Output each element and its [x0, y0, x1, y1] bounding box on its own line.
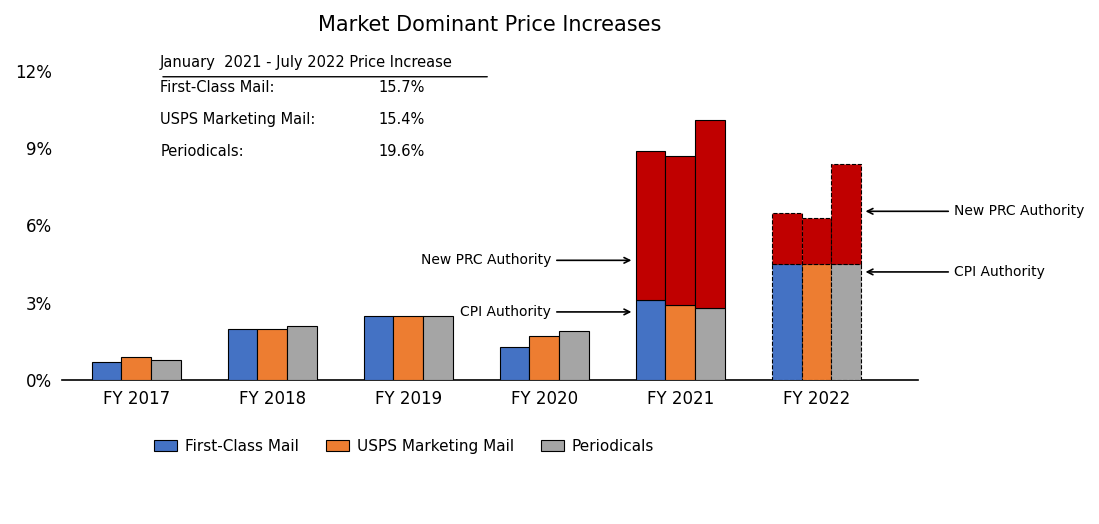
Bar [801, 218, 832, 264]
Text: New PRC Authority: New PRC Authority [421, 253, 630, 267]
Bar [227, 329, 257, 380]
Bar [393, 316, 423, 380]
Text: USPS Marketing Mail:: USPS Marketing Mail: [160, 112, 315, 127]
Bar [559, 331, 589, 380]
Bar [666, 156, 696, 305]
Bar [500, 347, 530, 380]
Bar [287, 326, 318, 380]
Text: 15.7%: 15.7% [379, 80, 425, 95]
Bar [666, 305, 696, 380]
Bar [696, 119, 725, 308]
Bar [364, 316, 393, 380]
Bar [696, 308, 725, 380]
Bar [832, 264, 862, 380]
Bar [635, 300, 666, 380]
Text: CPI Authority: CPI Authority [460, 305, 630, 319]
Bar [257, 329, 287, 380]
Bar [832, 163, 862, 264]
Bar [635, 151, 666, 300]
Text: CPI Authority: CPI Authority [867, 265, 1045, 279]
Text: 15.4%: 15.4% [379, 112, 425, 127]
Text: First-Class Mail:: First-Class Mail: [160, 80, 275, 95]
Bar [801, 264, 832, 380]
Bar [91, 362, 122, 380]
Text: January  2021 - July 2022 Price Increase: January 2021 - July 2022 Price Increase [160, 55, 453, 70]
Title: Market Dominant Price Increases: Market Dominant Price Increases [319, 15, 662, 35]
Bar [771, 264, 801, 380]
Bar [530, 336, 559, 380]
Text: Periodicals:: Periodicals: [160, 144, 244, 159]
Bar [423, 316, 453, 380]
Bar [152, 359, 181, 380]
Text: New PRC Authority: New PRC Authority [867, 204, 1085, 219]
Bar [122, 357, 152, 380]
Legend: First-Class Mail, USPS Marketing Mail, Periodicals: First-Class Mail, USPS Marketing Mail, P… [148, 433, 660, 460]
Text: 19.6%: 19.6% [379, 144, 425, 159]
Bar [771, 213, 801, 264]
